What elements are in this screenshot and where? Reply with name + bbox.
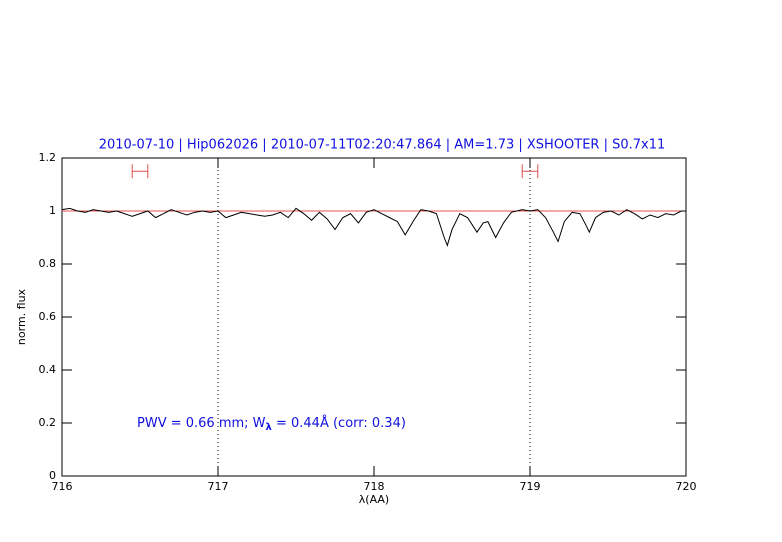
y-tick-label: 1.2 (39, 151, 57, 164)
range-marker (131, 164, 149, 179)
y-tick-label: 0 (49, 469, 56, 482)
y-tick-label: 0.2 (39, 416, 57, 429)
annotation-prefix: PWV = 0.66 mm; W (137, 416, 266, 431)
annotation: PWV = 0.66 mm; Wλ = 0.44Å (corr: 0.34) (137, 415, 406, 434)
y-tick-label: 1 (49, 204, 56, 217)
y-tick-label: 0.6 (39, 310, 57, 323)
annotation-suffix: = 0.44Å (corr: 0.34) (272, 415, 406, 431)
y-tick-label: 0.4 (39, 363, 57, 376)
x-tick-label: 718 (364, 480, 385, 493)
range-marker (521, 164, 539, 179)
x-tick-label: 717 (208, 480, 229, 493)
x-tick-label: 719 (520, 480, 541, 493)
y-axis-label: norm. flux (15, 288, 28, 345)
annotation-subscript: λ (266, 422, 273, 433)
x-axis-label: λ(AA) (359, 493, 389, 506)
y-tick-label: 0.8 (39, 257, 57, 270)
x-tick-label: 716 (52, 480, 73, 493)
spectrum-line (61, 207, 686, 247)
chart-title: 2010-07-10 | Hip062026 | 2010-07-11T02:2… (99, 138, 666, 153)
x-tick-label: 720 (676, 480, 697, 493)
